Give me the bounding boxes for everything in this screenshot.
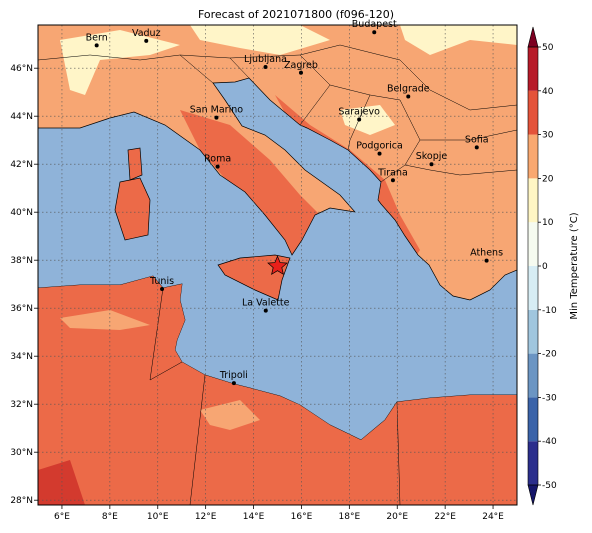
x-tick-label: 22°E — [434, 512, 456, 522]
y-tick-label: 40°N — [10, 208, 33, 218]
borders — [38, 44, 517, 505]
city-marker — [429, 162, 434, 167]
x-tick-label: 20°E — [386, 512, 408, 522]
city-label: Bern — [86, 32, 108, 43]
city-label: Sarajevo — [338, 107, 380, 118]
x-tick-label: 14°E — [243, 512, 265, 522]
y-tick-label: 44°N — [10, 112, 33, 122]
colorbar-tick-label: -10 — [542, 306, 557, 316]
city-label: Ljubljana — [244, 54, 287, 65]
city-marker — [214, 115, 219, 120]
warm-area — [180, 110, 330, 260]
x-tick-label: 10°E — [147, 512, 169, 522]
city-label: Zagreb — [284, 60, 318, 71]
colorbar-tick-label: 50 — [542, 43, 554, 53]
x-tick-label: 6°E — [54, 512, 70, 522]
city-marker — [377, 151, 382, 156]
city-marker — [406, 94, 411, 99]
x-tick-label: 12°E — [195, 512, 217, 522]
city-label: Budapest — [352, 19, 397, 30]
sardinia — [114, 177, 151, 241]
city-marker — [231, 381, 236, 386]
cool-area — [340, 105, 395, 135]
y-tick-label: 42°N — [10, 160, 33, 170]
city-marker — [94, 43, 99, 48]
colorbar-band — [528, 90, 538, 135]
colorbar-tick-label: 40 — [542, 87, 554, 97]
city-marker — [144, 38, 149, 43]
colorbar-band — [528, 353, 538, 398]
x-tick-label: 8°E — [102, 512, 118, 522]
y-tick-label: 34°N — [10, 352, 33, 362]
city-marker — [298, 70, 303, 75]
y-tick-label: 38°N — [10, 256, 33, 266]
colorbar-band — [528, 397, 538, 442]
city-marker — [160, 287, 165, 291]
colorbar-band — [528, 134, 538, 179]
colorbar-tick-label: -30 — [542, 393, 557, 403]
cool-area — [400, 25, 517, 55]
cool-area — [60, 30, 180, 95]
y-tick-label: 36°N — [10, 304, 33, 314]
colorbar-band — [528, 222, 538, 266]
y-tick-label: 32°N — [10, 400, 33, 410]
colorbar-band — [528, 47, 538, 91]
colorbar-band — [528, 309, 538, 354]
city-marker — [357, 117, 362, 122]
city-label: Tripoli — [219, 370, 248, 381]
colorbar-label: Min Temperature (°C) — [569, 212, 580, 319]
hottest-area — [38, 460, 85, 505]
event-star — [267, 255, 288, 276]
city-marker — [372, 30, 377, 35]
city-label: Skopje — [416, 151, 448, 162]
warm-area — [60, 310, 150, 330]
city-label: Athens — [470, 248, 503, 259]
city-label: La Valette — [242, 298, 290, 309]
y-tick-label: 46°N — [10, 64, 33, 74]
title: Forecast of 2021071800 (f096-120) — [198, 8, 394, 21]
colorbar-band — [528, 178, 538, 223]
y-tick-label: 30°N — [10, 448, 33, 458]
city-label: Vaduz — [132, 28, 161, 39]
colorbar-tick-label: 30 — [542, 131, 554, 141]
city-label: Sofia — [465, 134, 489, 145]
x-tick-label: 18°E — [339, 512, 361, 522]
colorbar-over — [527, 26, 539, 48]
x-tick-label: 16°E — [291, 512, 313, 522]
grid — [38, 25, 517, 505]
city-label: Belgrade — [387, 84, 430, 95]
city-label: Tunis — [149, 276, 174, 287]
y-tick-label: 28°N — [10, 496, 33, 506]
colorbar-band — [528, 266, 538, 310]
city-marker — [484, 258, 489, 263]
map-frame — [37, 24, 518, 506]
colorbar-tick-label: 10 — [542, 218, 554, 228]
colorbar-tick-label: 0 — [542, 262, 548, 272]
city-label: Tirana — [377, 167, 408, 178]
city-label: San Marino — [190, 105, 243, 116]
cool-area — [190, 25, 330, 55]
city-marker — [215, 164, 220, 169]
warm-area — [200, 400, 260, 430]
colorbar-tick-label: 20 — [542, 174, 554, 184]
city-label: Podgorica — [356, 141, 403, 152]
city-marker — [263, 65, 268, 69]
x-tick-label: 24°E — [482, 512, 504, 522]
colorbar-tick-label: -20 — [542, 350, 557, 360]
city-marker — [390, 178, 395, 183]
colorbar-tick-label: -40 — [542, 437, 557, 447]
city-label: Roma — [204, 154, 231, 165]
colorbar-under — [527, 484, 539, 506]
colorbar-tick-label: -50 — [542, 481, 557, 491]
city-marker — [263, 308, 268, 313]
city-marker — [474, 145, 479, 150]
colorbar-band — [528, 441, 538, 485]
